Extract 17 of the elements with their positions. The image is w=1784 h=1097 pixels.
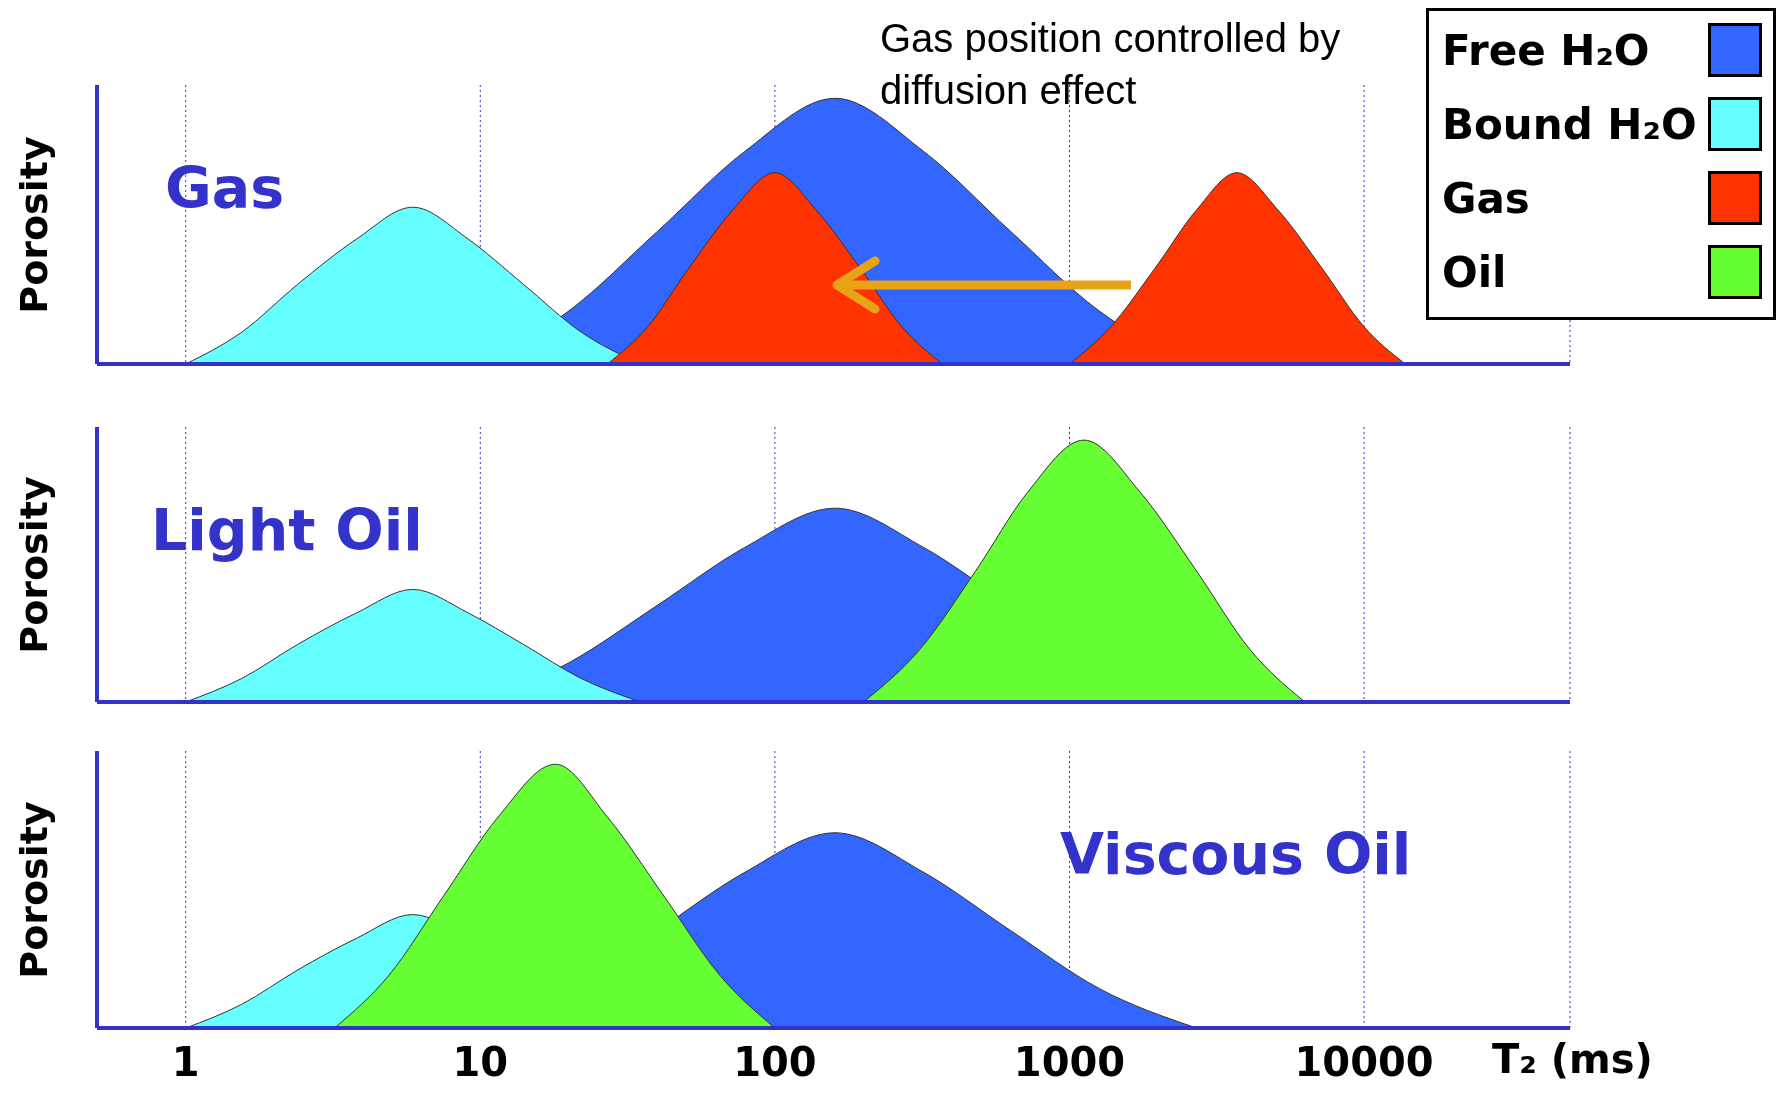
y-axis-title: Porosity [12, 475, 56, 654]
text: Light Oil [151, 497, 423, 563]
annotation: Gas position controlled by diffusion effect [880, 15, 1342, 114]
y-axis-title: Porosity [12, 135, 56, 314]
x-tick-label: 1000 [1013, 1039, 1126, 1086]
text: Viscous Oil [1060, 821, 1412, 887]
x-axis-title: T₂ (ms) [1492, 1036, 1653, 1082]
y-axis-title: Porosity [12, 800, 56, 979]
x-tick-label: 10 [452, 1039, 509, 1086]
x-tick-label: 10000 [1294, 1039, 1434, 1086]
x-tick-label: 1 [171, 1039, 200, 1086]
text: Gas [165, 155, 285, 221]
text: Gas [1442, 173, 1530, 223]
legend-label: Bound H₂O [1442, 99, 1697, 149]
text: Oil [1442, 247, 1507, 297]
x-tick-label: 100 [733, 1039, 817, 1086]
legend-label: Free H₂O [1442, 25, 1650, 75]
